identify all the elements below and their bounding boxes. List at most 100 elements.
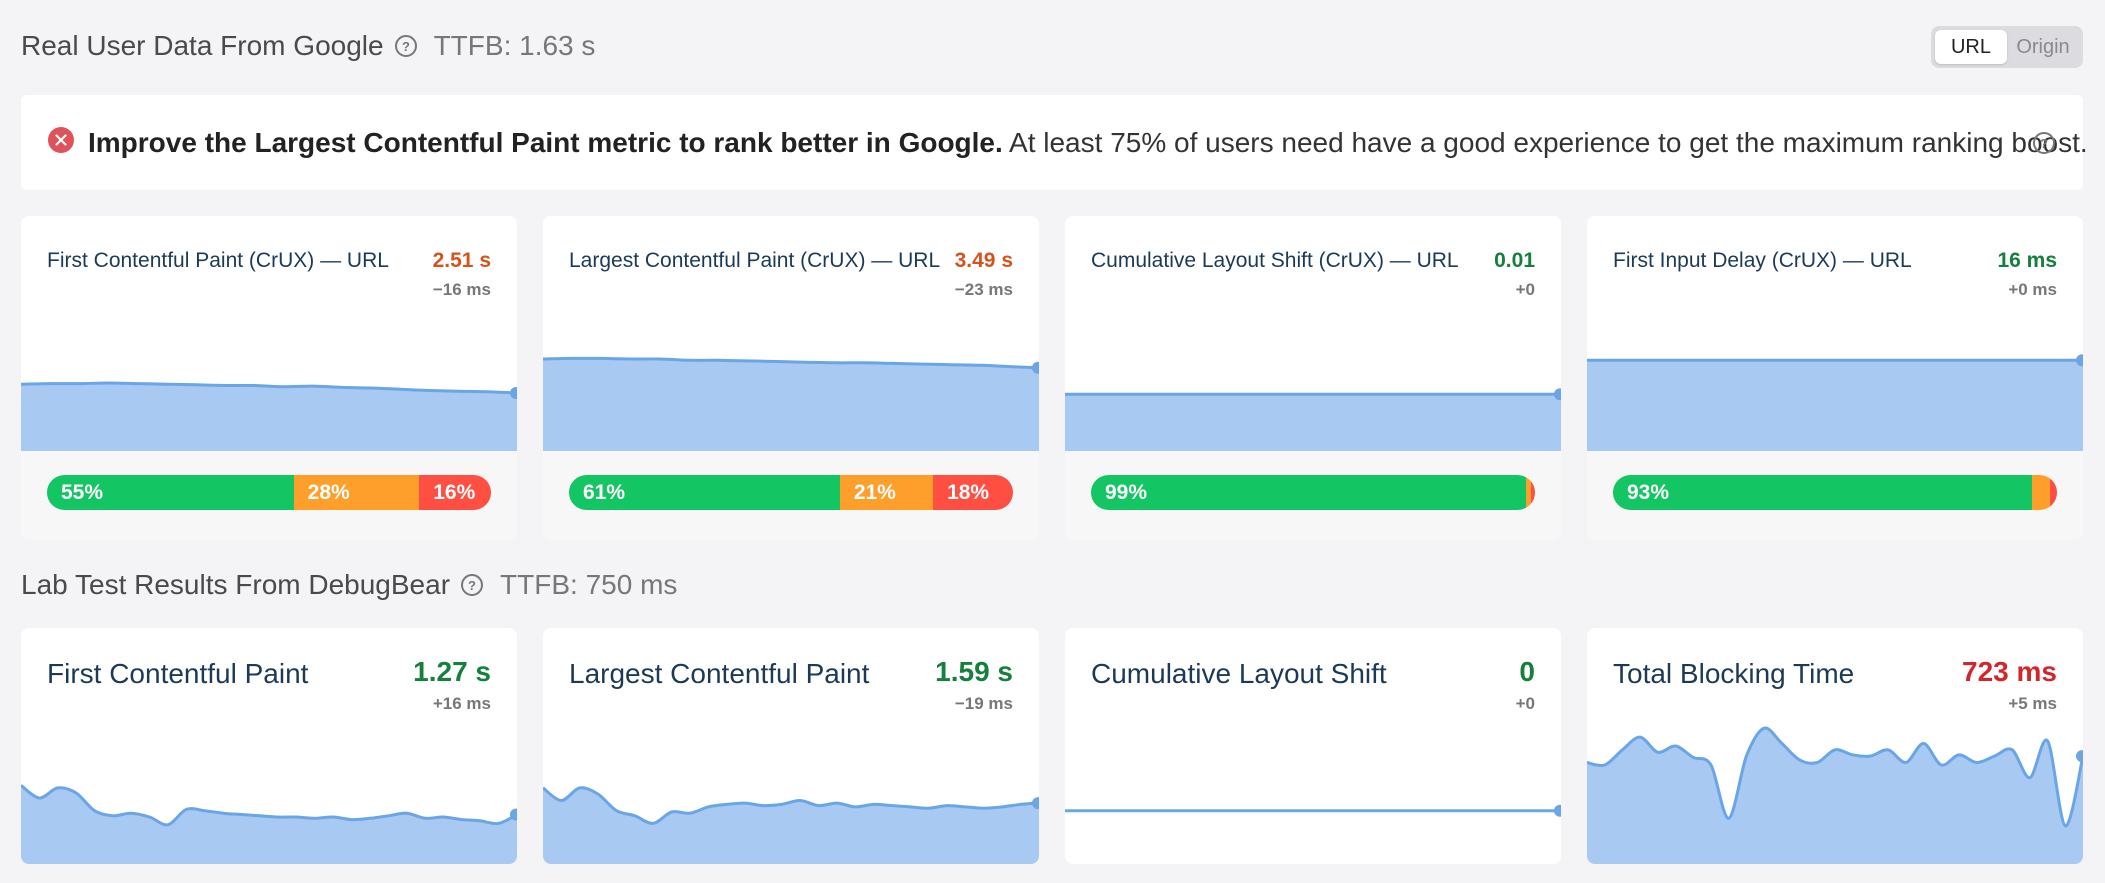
distribution-segment-poor [2050,475,2057,510]
crux-card-lcp[interactable]: Largest Contentful Paint (CrUX) — URL 3.… [543,216,1039,540]
distribution-area: 99% [1065,451,1561,540]
distribution-bar: 55% 28% 16% [47,475,491,510]
distribution-segment-good: 93% [1613,475,2032,510]
help-icon[interactable]: ? [2032,131,2056,155]
card-value: 1.59 s [935,656,1013,687]
card-title: First Input Delay (CrUX) — URL [1613,249,1912,272]
card-delta: +0 ms [2008,280,2057,299]
trend-line [1587,726,2083,828]
trend-chart [543,356,1039,451]
distribution-area: 55% 28% 16% [21,451,517,540]
lab-card-lcp[interactable]: Largest Contentful Paint 1.59 s −19 ms [543,628,1039,864]
svg-text:?: ? [468,578,476,593]
distribution-segment-good: 99% [1091,475,1527,510]
trend-latest-point [1554,388,1561,401]
card-value: 16 ms [1997,249,2057,272]
card-title: Largest Contentful Paint [569,658,870,689]
lab-section-title: Lab Test Results From DebugBear [21,569,451,600]
trend-chart [1065,388,1561,451]
banner-message: Improve the Largest Contentful Paint met… [88,127,2088,159]
crux-card-fcp[interactable]: First Contentful Paint (CrUX) — URL 2.51… [21,216,517,540]
trend-area [1587,727,2083,864]
svg-text:?: ? [402,39,410,54]
trend-latest-point [510,387,517,399]
distribution-bar: 93% [1613,475,2057,510]
url-origin-toggle[interactable]: URL Origin [1931,26,2083,68]
distribution-segment-poor: 18% [933,475,1013,510]
lab-card-tbt[interactable]: Total Blocking Time 723 ms +5 ms [1587,628,2083,864]
trend-area [21,383,517,451]
trend-latest-point [510,808,517,821]
trend-chart [1587,726,2083,864]
lab-ttfb: TTFB: 750 ms [500,569,678,600]
crux-card-cls[interactable]: Cumulative Layout Shift (CrUX) — URL 0.0… [1065,216,1561,540]
distribution-segment-good: 61% [569,475,840,510]
trend-latest-point [1032,361,1039,374]
lab-card-fcp[interactable]: First Contentful Paint 1.27 s +16 ms [21,628,517,864]
card-value: 3.49 s [954,249,1013,272]
distribution-segment-needs-improvement [2031,475,2051,510]
crux-section-header: Real User Data From Google ? TTFB: 1.63 … [21,26,595,66]
card-delta: +0 [1515,694,1535,713]
trend-chart [21,784,517,864]
card-value: 2.51 s [432,249,491,272]
trend-area [1587,360,2083,451]
trend-chart [543,786,1039,864]
distribution-segment-poor: 16% [419,475,491,510]
card-title: Cumulative Layout Shift [1091,658,1387,689]
distribution-area: 61% 21% 18% [543,451,1039,540]
trend-area [543,358,1039,451]
trend-latest-point [1554,804,1561,817]
trend-chart [1065,804,1561,817]
trend-latest-point [1032,797,1039,810]
card-delta: +0 [1515,280,1535,299]
trend-area [1065,394,1561,451]
trend-line [543,786,1039,825]
help-icon[interactable]: ? [394,34,418,58]
card-value: 0 [1519,656,1535,687]
lab-section-header: Lab Test Results From DebugBear ? TTFB: … [21,565,677,605]
trend-latest-point [2076,354,2083,367]
card-title: First Contentful Paint [47,658,309,689]
ranking-warning-banner: Improve the Largest Contentful Paint met… [21,95,2088,190]
crux-ttfb: TTFB: 1.63 s [433,30,596,61]
trend-area [543,787,1039,864]
distribution-segment-needs-improvement [1526,475,1532,510]
trend-area [21,785,517,864]
help-icon[interactable]: ? [460,573,484,597]
trend-latest-point [2076,750,2083,763]
card-value: 1.27 s [413,656,491,687]
card-title: First Contentful Paint (CrUX) — URL [47,249,389,272]
toggle-origin-option[interactable]: Origin [2016,35,2070,58]
card-title: Cumulative Layout Shift (CrUX) — URL [1091,249,1459,272]
crux-section-title: Real User Data From Google [21,30,384,61]
svg-text:?: ? [2040,136,2048,151]
card-value: 0.01 [1494,249,1535,272]
card-delta: +16 ms [432,694,491,713]
trend-line [543,356,1039,370]
distribution-area: 93% [1587,451,2083,540]
banner-strong-text: Improve the Largest Contentful Paint met… [88,126,1003,158]
error-icon [48,127,74,158]
card-delta: −23 ms [954,280,1013,299]
card-value: 723 ms [1962,656,2057,687]
distribution-segment-needs-improvement: 21% [839,475,934,510]
distribution-segment-poor [1531,475,1535,510]
trend-chart [1587,354,2083,451]
distribution-segment-good: 55% [47,475,294,510]
toggle-url-option[interactable]: URL [1935,30,2007,64]
banner-detail-text: At least 75% of users need have a good e… [1002,126,2088,158]
lab-card-cls[interactable]: Cumulative Layout Shift 0 +0 [1065,628,1561,864]
trend-line [21,784,517,827]
distribution-bar: 99% [1091,475,1535,510]
crux-card-fid[interactable]: First Input Delay (CrUX) — URL 16 ms +0 … [1587,216,2083,540]
distribution-segment-needs-improvement: 28% [293,475,420,510]
trend-line [21,381,517,395]
trend-chart [21,381,517,451]
card-delta: −19 ms [954,694,1013,713]
card-title: Largest Contentful Paint (CrUX) — URL [569,249,941,272]
distribution-bar: 61% 21% 18% [569,475,1013,510]
card-delta: −16 ms [432,280,491,299]
card-delta: +5 ms [2008,694,2057,713]
card-title: Total Blocking Time [1613,658,1855,689]
